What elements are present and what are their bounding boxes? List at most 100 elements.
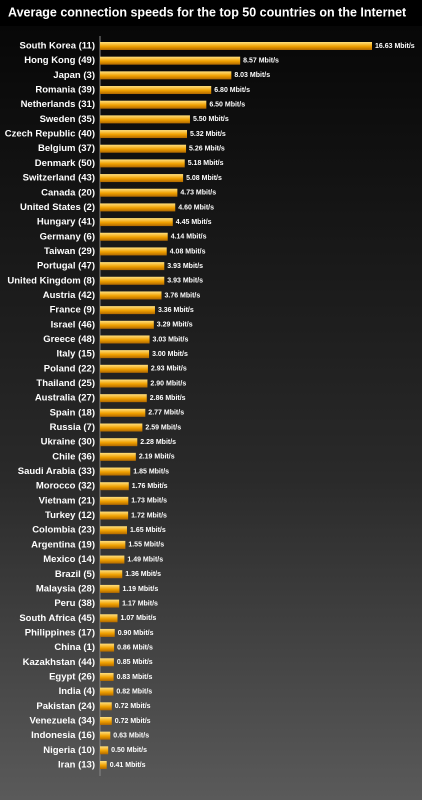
value-label: 6.80 Mbit/s	[214, 87, 250, 94]
bar	[100, 716, 112, 725]
bar	[100, 540, 126, 549]
category-label: Mexico (14)	[43, 554, 95, 565]
value-label: 1.65 Mbit/s	[130, 527, 166, 534]
category-label: Italy (15)	[56, 349, 95, 360]
bar	[100, 174, 184, 183]
bar	[100, 262, 165, 271]
category-label: South Africa (45)	[19, 613, 95, 624]
category-label: India (4)	[59, 686, 95, 697]
value-label: 3.76 Mbit/s	[164, 292, 200, 299]
category-label: Nigeria (10)	[43, 745, 95, 756]
value-label: 0.72 Mbit/s	[115, 718, 151, 725]
category-label: Poland (22)	[44, 363, 95, 374]
value-label: 2.77 Mbit/s	[148, 410, 184, 417]
title-bar	[0, 0, 422, 26]
category-label: Switzerland (43)	[23, 173, 95, 184]
bar	[100, 423, 143, 432]
bar	[100, 144, 187, 153]
value-label: 3.29 Mbit/s	[157, 322, 193, 329]
category-label: Canada (20)	[41, 187, 95, 198]
bar	[100, 71, 232, 80]
value-label: 1.72 Mbit/s	[131, 512, 167, 519]
value-label: 2.86 Mbit/s	[150, 395, 186, 402]
bar	[100, 467, 131, 476]
bar	[100, 291, 162, 300]
category-label: Indonesia (16)	[31, 730, 95, 741]
category-label: South Korea (11)	[20, 41, 96, 52]
bar	[100, 570, 123, 579]
category-label: Russia (7)	[50, 422, 95, 433]
value-label: 4.45 Mbit/s	[176, 219, 212, 226]
value-label: 3.93 Mbit/s	[167, 278, 203, 285]
category-label: Romania (39)	[35, 85, 95, 96]
value-label: 2.90 Mbit/s	[150, 380, 186, 387]
value-label: 2.19 Mbit/s	[139, 454, 175, 461]
category-label: Kazakhstan (44)	[23, 657, 95, 668]
category-label: Venezuela (34)	[30, 715, 95, 726]
value-label: 0.86 Mbit/s	[117, 644, 153, 651]
value-label: 6.50 Mbit/s	[209, 102, 245, 109]
value-label: 5.18 Mbit/s	[188, 160, 224, 167]
bar	[100, 86, 212, 95]
bar	[100, 658, 114, 667]
bar	[100, 672, 114, 681]
value-label: 3.93 Mbit/s	[167, 263, 203, 270]
bar	[100, 320, 154, 329]
bar	[100, 276, 165, 285]
category-label: Thailand (25)	[36, 378, 95, 389]
value-label: 8.57 Mbit/s	[243, 58, 279, 65]
chart-title: Average connection speeds for the top 50…	[8, 5, 407, 19]
value-label: 2.93 Mbit/s	[151, 366, 187, 373]
bar	[100, 364, 148, 373]
category-label: Hungary (41)	[37, 217, 95, 228]
value-label: 1.73 Mbit/s	[131, 498, 167, 505]
category-label: Chile (36)	[52, 451, 95, 462]
bar	[100, 247, 167, 256]
category-label: Saudi Arabia (33)	[18, 466, 95, 477]
category-label: Austria (42)	[43, 290, 95, 301]
category-label: Belgium (37)	[38, 143, 95, 154]
value-label: 3.00 Mbit/s	[152, 351, 188, 358]
value-label: 0.82 Mbit/s	[116, 688, 152, 695]
value-label: 1.36 Mbit/s	[125, 571, 161, 578]
value-label: 0.50 Mbit/s	[111, 747, 147, 754]
value-label: 4.60 Mbit/s	[178, 204, 214, 211]
bar	[100, 203, 176, 212]
bar	[100, 42, 372, 50]
value-label: 2.28 Mbit/s	[140, 439, 176, 446]
value-label: 1.76 Mbit/s	[132, 483, 168, 490]
bar	[100, 335, 150, 344]
value-label: 1.07 Mbit/s	[121, 615, 157, 622]
category-label: France (9)	[50, 305, 95, 316]
category-label: United Kingdom (8)	[7, 275, 95, 286]
bar	[100, 746, 109, 755]
value-label: 3.03 Mbit/s	[153, 336, 189, 343]
category-label: Israel (46)	[51, 319, 95, 330]
value-label: 8.03 Mbit/s	[234, 72, 270, 79]
category-label: Hong Kong (49)	[24, 55, 95, 66]
category-label: Denmark (50)	[35, 158, 95, 169]
bar	[100, 56, 241, 65]
category-label: Colombia (23)	[32, 525, 95, 536]
bar	[100, 232, 168, 241]
category-label: Spain (18)	[50, 407, 95, 418]
bar	[100, 306, 155, 315]
value-label: 0.41 Mbit/s	[110, 762, 146, 769]
value-label: 5.50 Mbit/s	[193, 116, 229, 123]
category-label: China (1)	[54, 642, 95, 653]
bar	[100, 159, 185, 168]
bar	[100, 731, 111, 740]
category-label: Sweden (35)	[40, 114, 95, 125]
category-label: Vietnam (21)	[39, 495, 95, 506]
category-label: Egypt (26)	[49, 671, 95, 682]
category-label: Argentina (19)	[31, 539, 95, 550]
bar	[100, 702, 112, 711]
bar	[100, 584, 120, 593]
bar	[100, 599, 120, 608]
category-label: Germany (6)	[40, 231, 95, 242]
bar	[100, 482, 129, 491]
bar	[100, 614, 118, 623]
